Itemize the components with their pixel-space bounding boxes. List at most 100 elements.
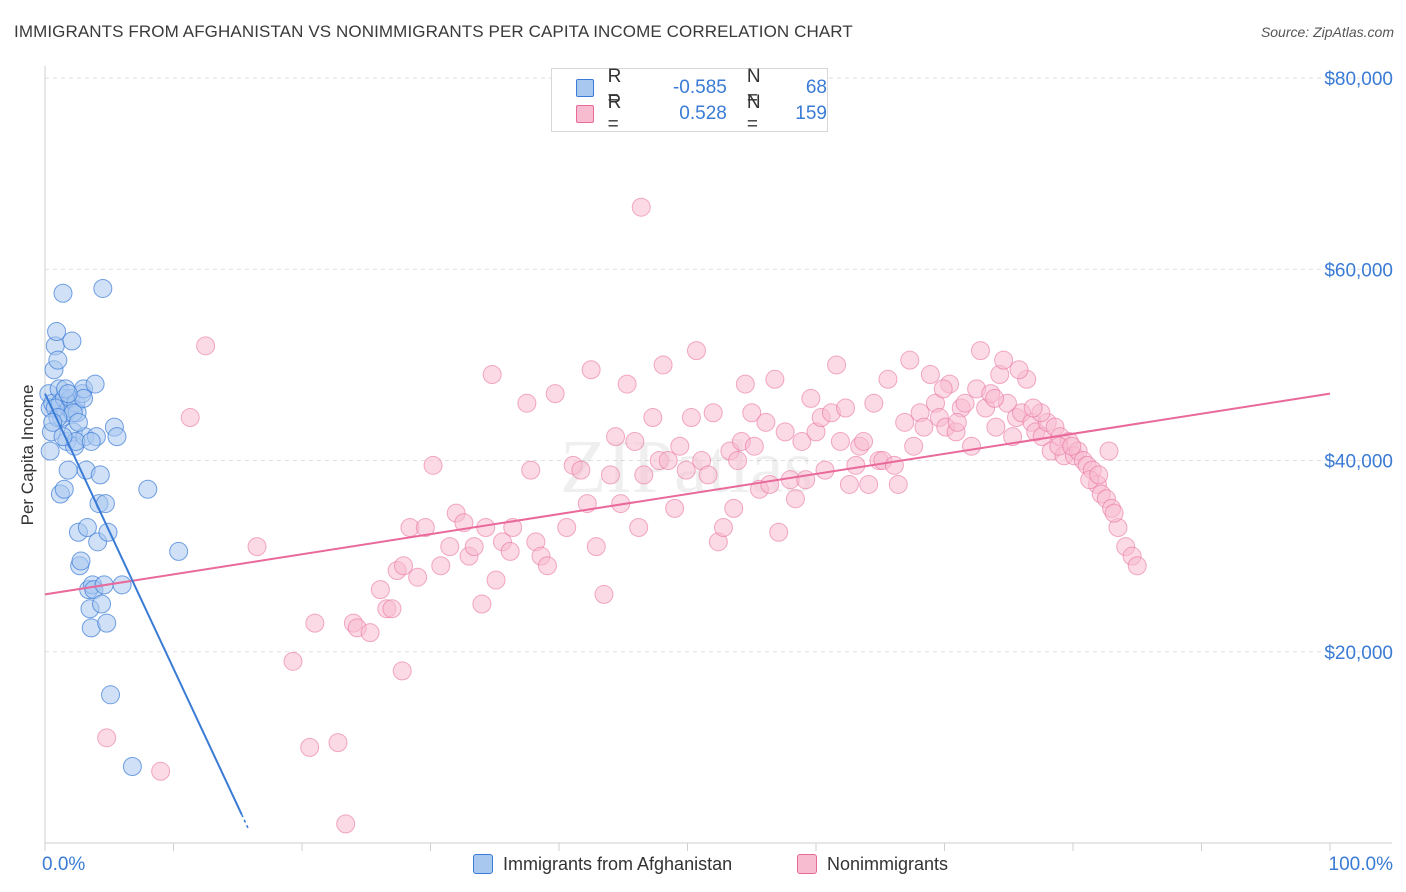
nonimmigrant-point [827,355,847,375]
nonimmigrant-point [864,393,884,413]
nonimmigrant-point [370,580,390,600]
nonimmigrant-point [1089,465,1109,485]
afghanistan-point [107,427,127,447]
nonimmigrant-point [653,355,673,375]
nonimmigrant-point [1104,503,1124,523]
afghanistan-point [92,594,112,614]
nonimmigrant-point [305,613,325,633]
nonimmigrant-point [408,567,428,587]
legend-r-label: R = [607,66,622,109]
nonimmigrant-point [785,489,805,509]
bottom-legend-label: Immigrants from Afghanistan [503,853,733,874]
afghanistan-point [71,551,91,571]
nonimmigrant-point [724,498,744,518]
nonimmigrant-point [300,737,320,757]
nonimmigrant-point [581,360,601,380]
gridlines [45,77,1392,653]
nonimmigrants-points [97,197,1147,834]
nonimmigrant-point [247,537,267,557]
afghanistan-point [47,321,67,341]
bottom-legend-afghanistan: Immigrants from Afghanistan [473,852,732,876]
nonimmigrant-point [631,197,651,217]
nonimmigrant-point [431,556,451,576]
nonimmigrant-point [830,431,850,451]
nonimmigrant-point [895,412,915,432]
nonimmigrant-point [545,384,565,404]
nonimmigrant-point [836,398,856,418]
afghanistan-point [169,541,189,561]
nonimmigrant-point [1023,398,1043,418]
afghanistan-point [77,517,97,537]
legend-n-label: N = [746,66,761,109]
nonimmigrant-point [196,336,216,356]
nonimmigrant-point [625,431,645,451]
nonimmigrant-point [839,474,859,494]
nonimmigrant-point [423,455,443,475]
nonimmigrant-point [801,388,821,408]
nonimmigrant-point [742,403,762,423]
nonimmigrant-point [151,761,171,781]
bottom-legend-swatch-blue [473,854,493,874]
nonimmigrant-point [670,436,690,456]
nonimmigrant-point [914,417,934,437]
nonimmigrant-point [900,350,920,370]
nonimmigrant-point [955,393,975,413]
nonimmigrant-point [382,599,402,619]
nonimmigrant-point [994,350,1014,370]
nonimmigrant-point [440,537,460,557]
nonimmigrant-point [392,661,412,681]
nonimmigrant-point [454,513,474,533]
nonimmigrant-point [360,623,380,643]
chart-title: IMMIGRANTS FROM AFGHANISTAN VS NONIMMIGR… [14,22,853,41]
nonimmigrant-point [756,412,776,432]
afghanistan-point [97,613,117,633]
afghanistan-point [62,331,82,351]
nonimmigrant-point [796,470,816,490]
nonimmigrant-point [792,431,812,451]
nonimmigrant-point [961,436,981,456]
nonimmigrant-point [698,465,718,485]
nonimmigrant-point [735,374,755,394]
nonimmigrant-point [815,460,835,480]
nonimmigrant-point [888,474,908,494]
y-tick-label: $20,000 [1324,643,1393,664]
afghanistan-point [85,374,105,394]
nonimmigrant-point [846,455,866,475]
nonimmigrant-point [415,517,435,537]
nonimmigrant-point [486,570,506,590]
nonimmigrant-point [537,556,557,576]
nonimmigrant-point [920,365,940,385]
nonimmigrant-point [728,451,748,471]
x-tick-label: 0.0% [42,854,85,875]
nonimmigrant-point [472,594,492,614]
afghanistan-point [53,283,73,303]
legend-r-value: 0.528 [679,103,727,124]
bottom-legend-nonimmigrants: Nonimmigrants [797,852,948,876]
nonimmigrant-point [985,388,1005,408]
afghanistan-point [90,465,110,485]
afghanistan-point [54,479,74,499]
nonimmigrant-point [517,393,537,413]
nonimmigrant-point [328,733,348,753]
nonimmigrant-point [665,498,685,518]
nonimmigrant-point [394,556,414,576]
nonimmigrant-point [703,403,723,423]
nonimmigrant-point [904,436,924,456]
legend-r-value: -0.585 [672,77,727,98]
nonimmigrant-point [97,728,117,748]
nonimmigrant-point [760,474,780,494]
afghanistan-point [58,384,78,404]
nonimmigrant-point [283,651,303,671]
afghanistan-point [101,685,121,705]
bottom-legend-swatch-pink [797,854,817,874]
nonimmigrant-point [586,537,606,557]
legend-n-value: 68 [805,77,827,98]
nonimmigrant-point [933,379,953,399]
source-label: Source: ZipAtlas.com [1260,24,1394,40]
nonimmigrant-point [859,474,879,494]
nonimmigrant-point [970,341,990,361]
nonimmigrant-point [775,422,795,442]
nonimmigrant-point [1003,427,1023,447]
nonimmigrant-point [464,537,484,557]
afghanistan-point [81,431,101,451]
